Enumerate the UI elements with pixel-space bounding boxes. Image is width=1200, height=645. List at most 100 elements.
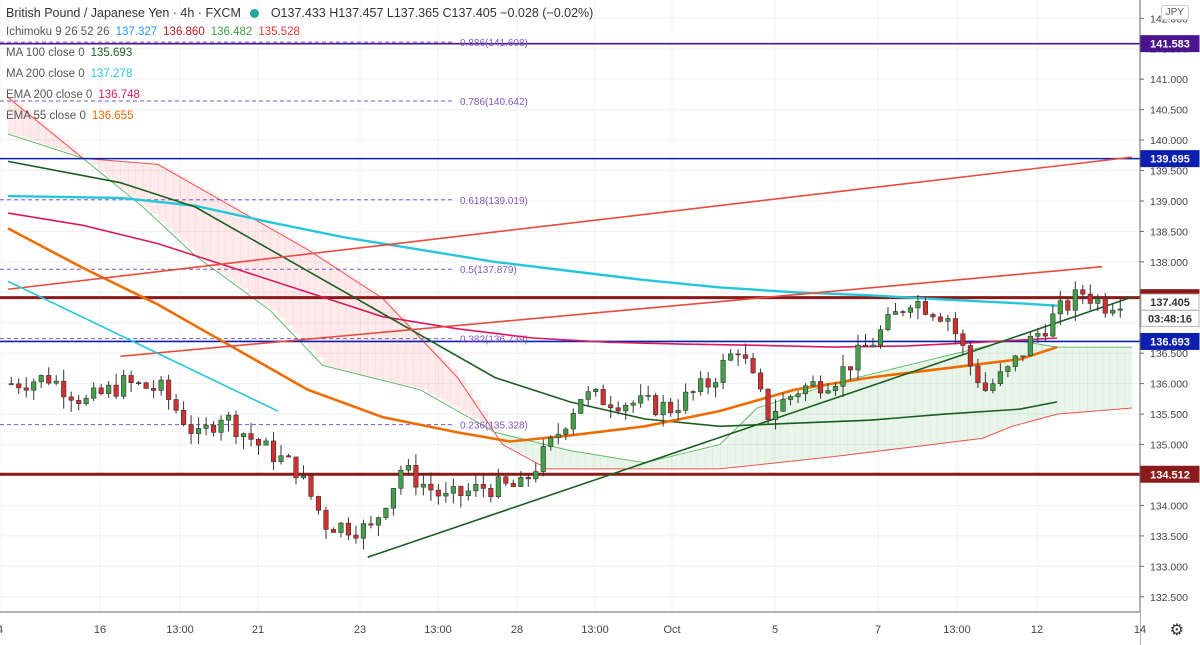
candle-body	[106, 384, 112, 394]
kumo-cloud-slice	[877, 372, 886, 452]
fib-label: 0.618(139.019)	[460, 196, 528, 207]
candle-body	[450, 486, 456, 494]
kumo-cloud-slice	[659, 459, 669, 469]
price-tick-label: 134.000	[1150, 500, 1188, 512]
candle-body	[166, 379, 172, 400]
kumo-cloud-slice	[757, 408, 766, 465]
trend-line	[367, 296, 1133, 558]
kumo-cloud-slice	[382, 298, 391, 381]
candle-body	[23, 387, 29, 391]
candle-body	[98, 387, 104, 394]
price-badge	[1140, 150, 1200, 168]
time-tick-label: 7	[875, 624, 881, 636]
kumo-cloud-slice	[584, 453, 594, 469]
candle-body	[1042, 333, 1048, 337]
candle-body	[181, 409, 187, 425]
kumo-span-b	[7, 97, 1133, 470]
candle-body	[143, 382, 149, 389]
candle-body	[338, 522, 344, 533]
legend-value: 136.748	[98, 89, 140, 101]
settings-gear-icon[interactable]: ⚙	[1169, 622, 1184, 639]
candle-body	[533, 471, 539, 480]
candle-body	[390, 487, 396, 509]
candle-body	[1102, 298, 1108, 314]
kumo-cloud-slice	[217, 198, 226, 273]
candle-body	[758, 372, 764, 390]
candle-body	[53, 380, 59, 384]
kumo-cloud-slice	[817, 388, 826, 459]
candle-body	[952, 318, 958, 335]
candle-body	[578, 399, 584, 414]
legend-item[interactable]: EMA 55 close 0 136.655	[6, 110, 133, 122]
candle-body	[293, 456, 299, 479]
candle-body	[765, 388, 771, 420]
kumo-cloud-slice	[337, 269, 346, 370]
kumo-cloud-slice	[929, 359, 938, 445]
legend-value: 136.482	[210, 26, 253, 38]
candle-body	[720, 359, 726, 383]
kumo-cloud-slice	[405, 322, 414, 386]
legend-item[interactable]: MA 100 close 0 135.693	[6, 47, 132, 59]
legend-value: 136.655	[91, 110, 134, 122]
candle-body	[1005, 366, 1011, 372]
candle-body	[735, 353, 741, 356]
candle-body	[608, 404, 614, 409]
kumo-cloud-slice	[719, 444, 728, 469]
candle-body	[518, 477, 524, 487]
legend-value: 137.327	[115, 26, 158, 38]
candle-body	[570, 413, 576, 430]
kumo-cloud-slice	[375, 293, 384, 379]
legend-item[interactable]: EMA 200 close 0 136.748	[6, 89, 140, 101]
candle-body	[68, 396, 74, 401]
candle-body	[795, 393, 801, 397]
candle-body	[623, 404, 629, 412]
kumo-cloud-slice	[652, 460, 661, 469]
candle-body	[1072, 289, 1078, 311]
candle-body	[1012, 355, 1018, 367]
candle-body	[91, 387, 97, 399]
kumo-cloud-slice	[952, 354, 961, 443]
candle-body	[76, 399, 82, 404]
kumo-cloud-slice	[847, 379, 856, 455]
candle-body	[443, 492, 449, 497]
kumo-cloud-slice	[1027, 342, 1036, 423]
candle-body	[773, 410, 779, 420]
candle-body	[698, 378, 704, 392]
time-tick-label: 16	[94, 624, 106, 636]
candle-body	[780, 399, 786, 412]
candle-body	[345, 522, 351, 536]
kumo-cloud-slice	[944, 356, 953, 444]
kumo-cloud-slice	[1079, 347, 1088, 413]
kumo-cloud-slice	[869, 374, 878, 453]
candle-body	[840, 366, 846, 387]
fib-label: 0.886(141.608)	[460, 38, 528, 49]
candle-body	[196, 428, 202, 434]
market-status-icon	[250, 9, 260, 19]
legend-item[interactable]: MA 200 close 0 137.278	[6, 68, 132, 80]
time-tick-label: 13:00	[166, 624, 194, 636]
candle-body	[960, 333, 966, 346]
kumo-cloud-slice	[599, 455, 609, 469]
kumo-cloud-slice	[802, 393, 811, 460]
currency-button[interactable]: JPY	[1160, 5, 1189, 20]
candle-body	[690, 391, 696, 393]
kumo-cloud-slice	[262, 224, 271, 306]
candle-body	[540, 446, 546, 472]
legend-item[interactable]: Ichimoku 9 26 52 26 137.327 136.860 136.482…	[6, 26, 300, 38]
candle-body	[488, 488, 494, 498]
kumo-cloud-slice	[1057, 347, 1066, 415]
candle-body	[308, 475, 314, 497]
price-badge	[1140, 465, 1200, 483]
time-tick-label: 21	[252, 624, 264, 636]
candle-body	[668, 401, 674, 414]
candle-body	[990, 383, 996, 391]
kumo-cloud-slice	[809, 390, 818, 460]
price-tick-label: 140.000	[1150, 135, 1188, 147]
fib-label: 0.786(140.642)	[460, 97, 528, 108]
price-tick-label: 139.500	[1150, 166, 1188, 178]
kumo-cloud-slice	[360, 283, 369, 375]
candle-body	[420, 483, 426, 488]
price-tick-label: 135.000	[1150, 440, 1188, 452]
price-tick-label: 138.500	[1150, 226, 1188, 238]
